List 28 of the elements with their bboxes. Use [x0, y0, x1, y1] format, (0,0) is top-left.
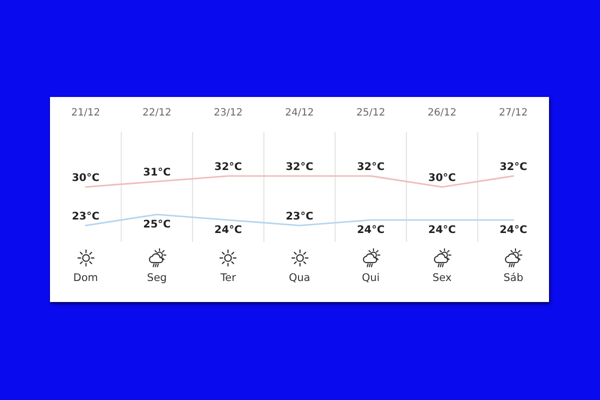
data-label: 31°C	[143, 166, 171, 178]
x-tick-label: 24/12	[285, 108, 314, 118]
text: Sáb	[503, 272, 524, 284]
data-label: 32°C	[356, 161, 385, 173]
text: Ter	[220, 272, 237, 284]
data-label: 32°C	[286, 161, 314, 173]
x-tick-label: 25/12	[356, 108, 386, 118]
data-label: 32°C	[214, 161, 242, 173]
data-label: 24°C	[356, 224, 385, 236]
text: Dom	[73, 272, 98, 284]
text: Seg	[147, 272, 167, 284]
x-tick-label: 27/12	[498, 108, 528, 118]
data-label: 24°C	[500, 224, 528, 236]
data-label: 30°C	[428, 172, 456, 184]
x-tick-label: 26/12	[428, 108, 456, 118]
data-label: 32°C	[500, 161, 528, 173]
data-label: 30°C	[72, 172, 100, 184]
text: Qui	[362, 272, 380, 284]
text: Sex	[432, 272, 452, 284]
x-tick-label: 22/12	[142, 108, 172, 118]
text: Qua	[288, 272, 310, 284]
x-tick-label: 21/12	[71, 108, 100, 118]
data-label: 23°C	[72, 210, 100, 222]
data-label: 25°C	[143, 218, 171, 230]
x-tick-label: 23/12	[214, 108, 243, 118]
data-label: 24°C	[214, 224, 242, 236]
data-label: 24°C	[428, 224, 456, 236]
data-label: 23°C	[286, 210, 314, 222]
